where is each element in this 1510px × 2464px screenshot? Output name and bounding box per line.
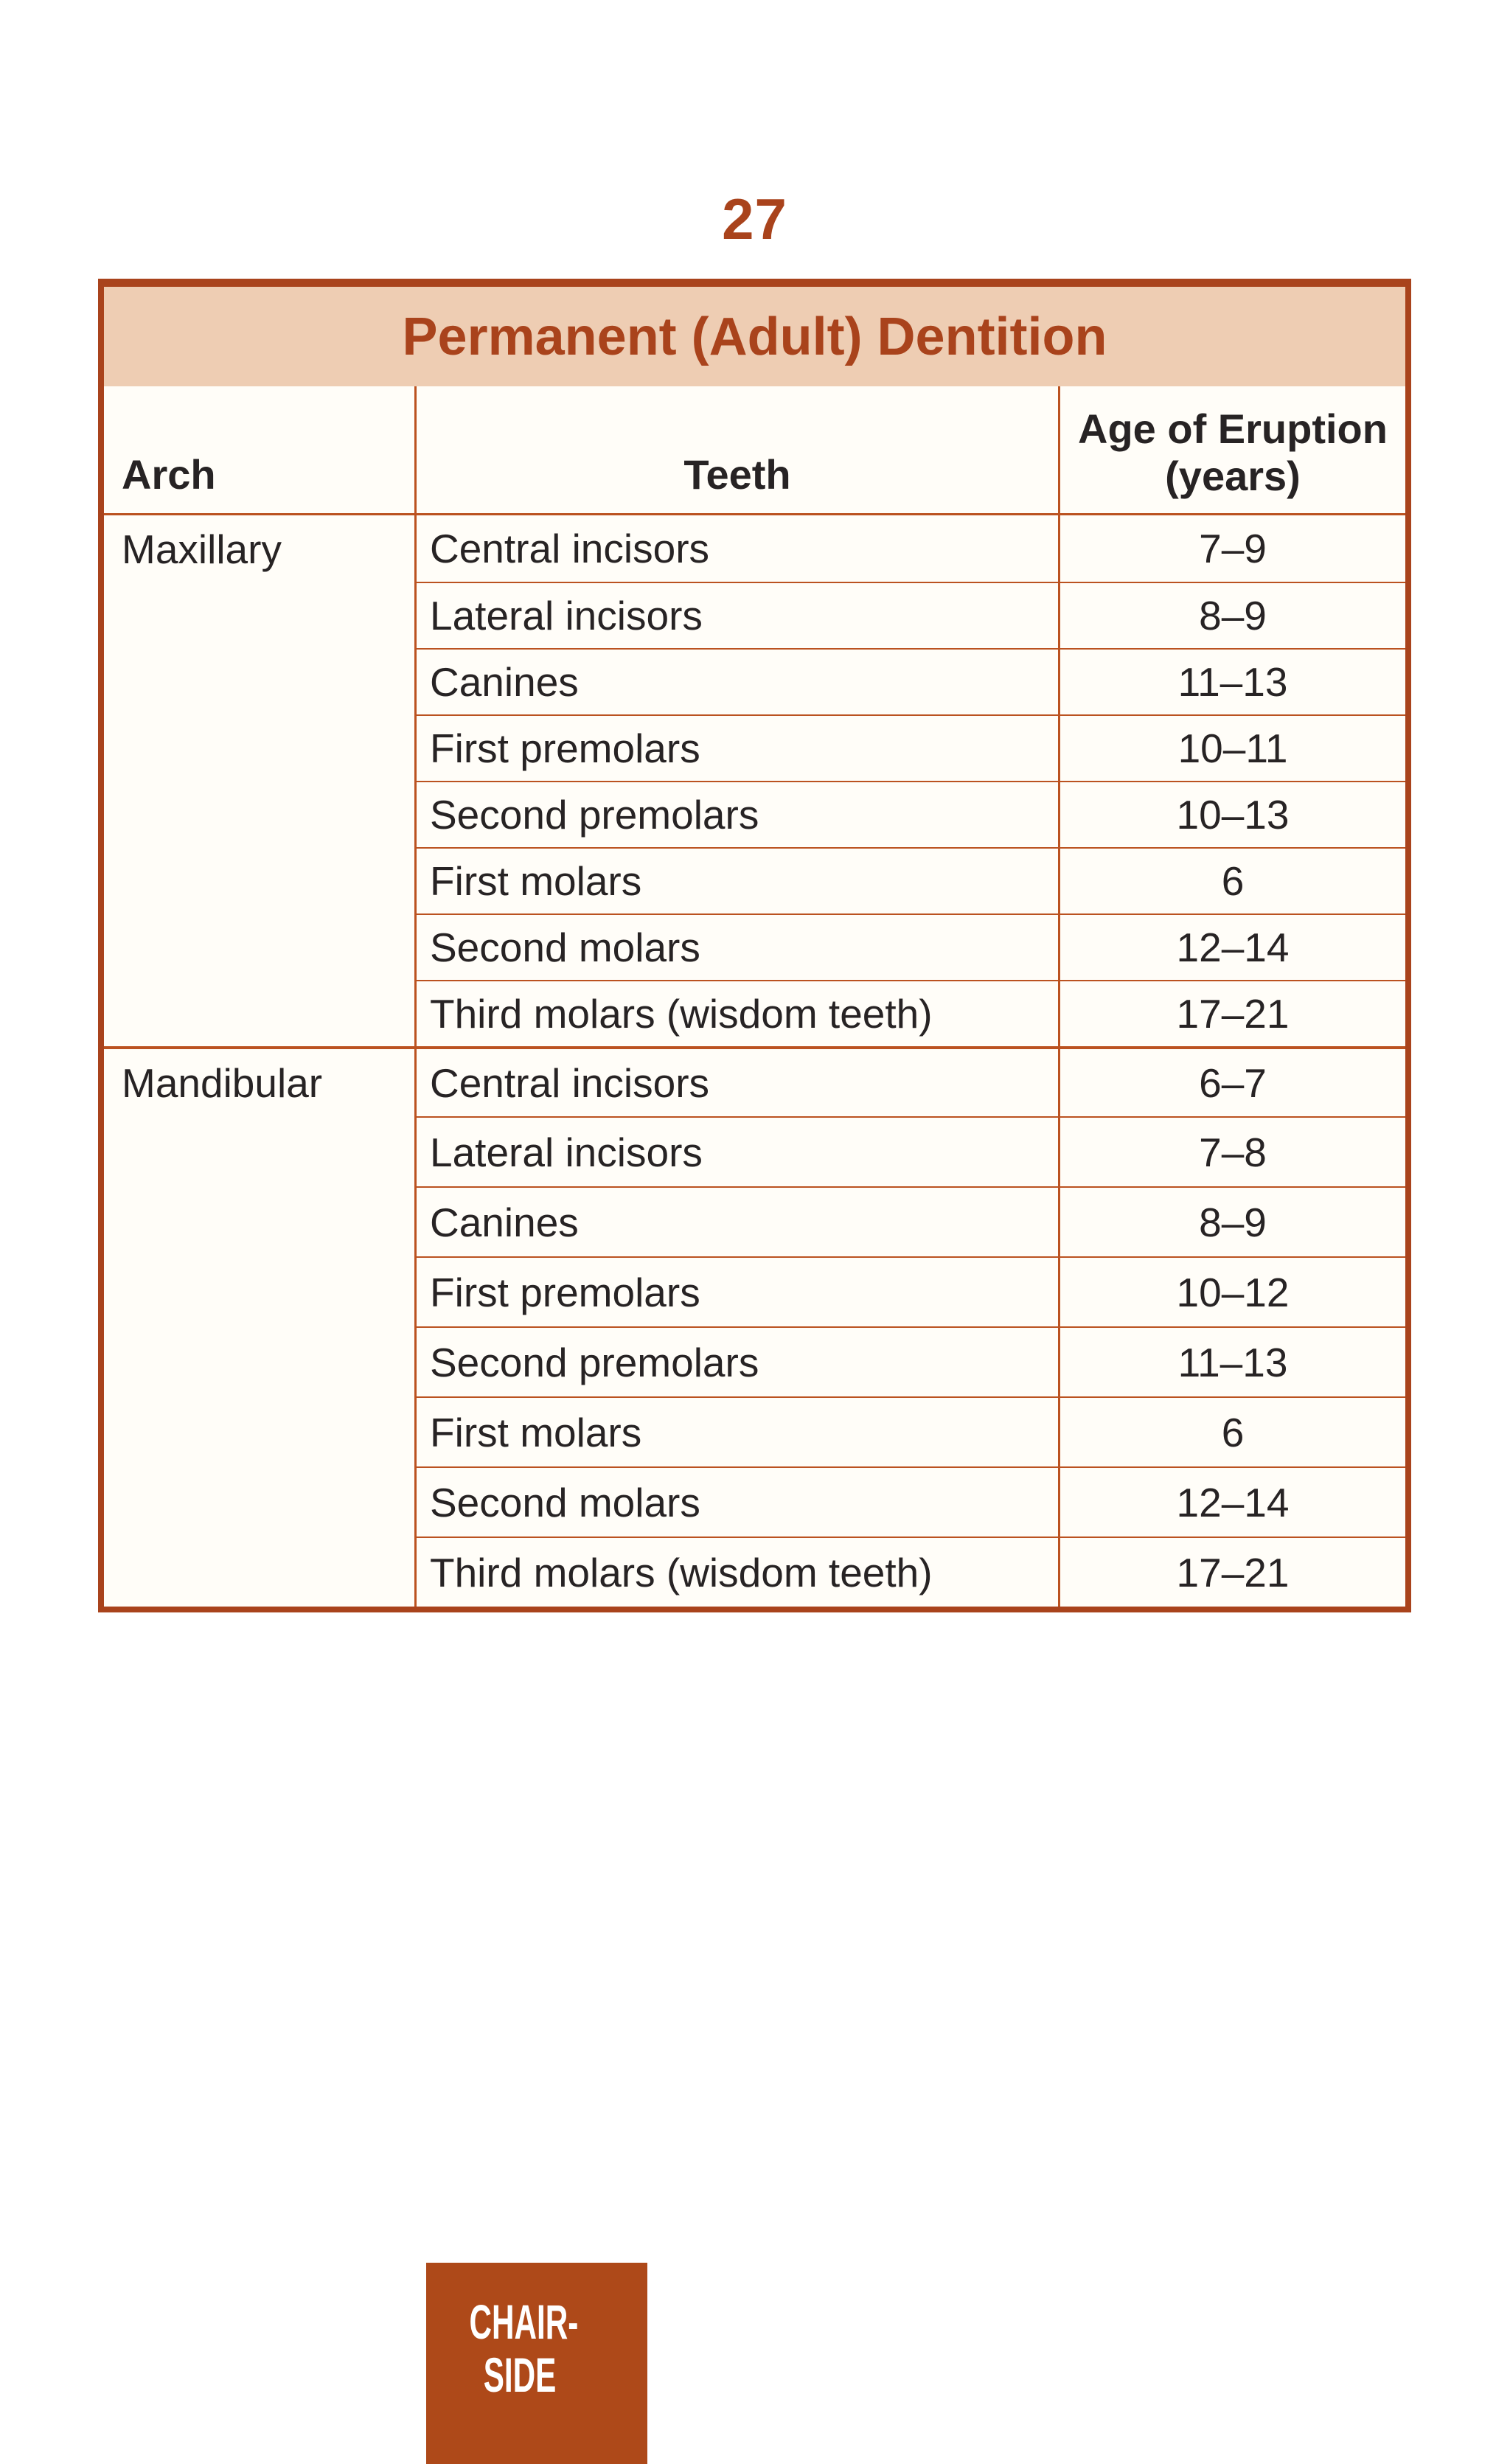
teeth-cell: Central incisors [414,1046,1058,1116]
age-cell: 12–14 [1058,1466,1405,1536]
teeth-cell: Central incisors [414,515,1058,582]
age-cell: 12–14 [1058,913,1405,980]
age-cell: 17–21 [1058,980,1405,1046]
column-header-age-line1: Age of Eruption [1078,406,1388,452]
column-header-age: Age of Eruption (years) [1058,386,1405,513]
teeth-cell: Third molars (wisdom teeth) [414,980,1058,1046]
table-body: Maxillary Central incisors 7–9 Lateral i… [104,515,1405,1607]
table-title-band: Permanent (Adult) Dentition [104,287,1405,386]
teeth-cell: Second premolars [414,781,1058,847]
age-cell: 11–13 [1058,1326,1405,1396]
teeth-cell: First molars [414,847,1058,913]
age-cell: 6–7 [1058,1046,1405,1116]
chairside-badge-line2: SIDE [483,2348,557,2402]
teeth-cell: First premolars [414,1256,1058,1326]
age-cell: 17–21 [1058,1536,1405,1607]
page-number: 27 [722,187,787,251]
teeth-cell: Third molars (wisdom teeth) [414,1536,1058,1607]
age-cell: 10–11 [1058,714,1405,781]
teeth-cell: Second molars [414,1466,1058,1536]
table-header-row: Arch Teeth Age of Eruption (years) [104,386,1405,515]
teeth-cell: Lateral incisors [414,1116,1058,1186]
age-cell: 7–8 [1058,1116,1405,1186]
table-title: Permanent (Adult) Dentition [402,307,1107,366]
age-cell: 8–9 [1058,1186,1405,1256]
teeth-cell: Second premolars [414,1326,1058,1396]
column-header-arch: Arch [122,451,216,498]
teeth-cell: First molars [414,1396,1058,1466]
teeth-cell: Canines [414,1186,1058,1256]
arch-cell-maxillary: Maxillary [104,515,414,1046]
dentition-table: Permanent (Adult) Dentition Arch Teeth A… [98,279,1411,1612]
chairside-badge-line1: CHAIR- [469,2294,579,2349]
column-header-age-line2: (years) [1165,453,1301,499]
arch-cell-mandibular: Mandibular [104,1046,414,1607]
chairside-badge: CHAIR- SIDE [426,2263,647,2464]
column-header-teeth: Teeth [414,386,1058,513]
age-cell: 8–9 [1058,582,1405,648]
teeth-cell: First premolars [414,714,1058,781]
age-cell: 6 [1058,1396,1405,1466]
teeth-cell: Second molars [414,913,1058,980]
chairside-badge-text: CHAIR- SIDE [469,2294,579,2402]
age-cell: 10–13 [1058,781,1405,847]
age-cell: 7–9 [1058,515,1405,582]
age-cell: 6 [1058,847,1405,913]
age-cell: 11–13 [1058,648,1405,714]
teeth-cell: Lateral incisors [414,582,1058,648]
age-cell: 10–12 [1058,1256,1405,1326]
teeth-cell: Canines [414,648,1058,714]
